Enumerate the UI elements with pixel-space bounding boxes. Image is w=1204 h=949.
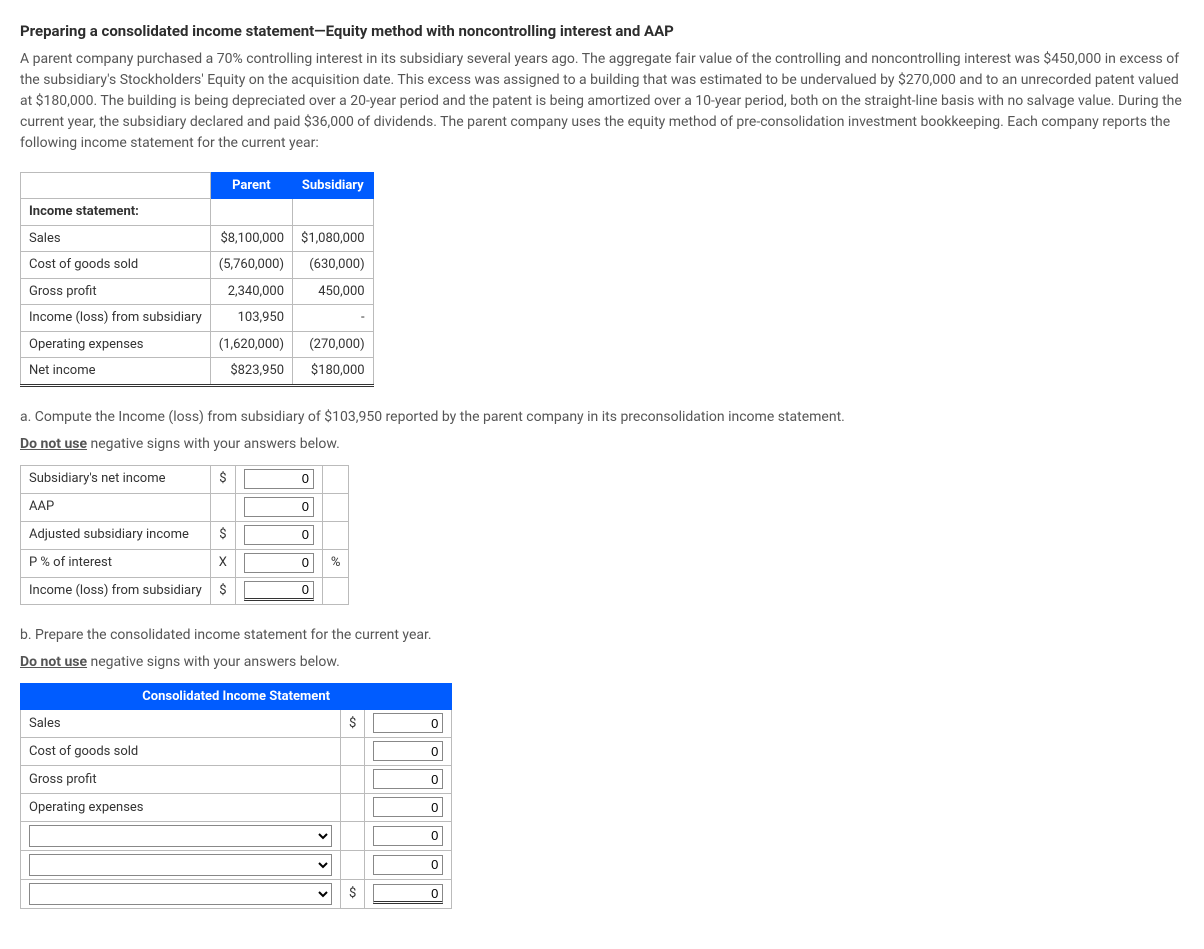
page-title: Preparing a consolidated income statemen… (20, 20, 1184, 43)
table-row: P % of interest X % (21, 549, 349, 577)
suffix-cell (322, 465, 349, 493)
symbol-cell: $ (210, 521, 235, 549)
cell-sub: $1,080,000 (293, 225, 374, 252)
table-row: Gross profit 2,340,000 450,000 (21, 278, 374, 305)
line-item-select[interactable] (29, 825, 332, 847)
part-a-question: a. Compute the Income (loss) from subsid… (20, 407, 1184, 428)
cell-parent: (1,620,000) (210, 331, 292, 358)
table-row: Cost of goods sold (21, 738, 452, 766)
symbol-cell (210, 493, 235, 521)
cell-sub: (630,000) (293, 252, 374, 279)
symbol-cell: $ (341, 880, 365, 909)
table-row: Sales $8,100,000 $1,080,000 (21, 225, 374, 252)
col-parent: Parent (210, 172, 292, 199)
symbol-cell: X (210, 549, 235, 577)
cell-parent: $823,950 (210, 358, 292, 386)
symbol-cell (341, 822, 365, 851)
symbol-cell (341, 738, 365, 766)
suffix-cell (322, 493, 349, 521)
table-row: Income (loss) from subsidiary 103,950 - (21, 305, 374, 332)
cell-parent: 103,950 (210, 305, 292, 332)
answer-input[interactable] (244, 525, 314, 545)
answer-input[interactable] (373, 884, 443, 904)
intro-text: A parent company purchased a 70% control… (20, 49, 1184, 154)
table-row: Net income $823,950 $180,000 (21, 358, 374, 386)
suffix-cell (322, 521, 349, 549)
answer-input[interactable] (373, 713, 443, 733)
instruction-emphasis: Do not use (20, 436, 87, 452)
table-row: $ (21, 880, 452, 909)
answer-input[interactable] (373, 741, 443, 761)
cell-sub: 450,000 (293, 278, 374, 305)
instruction-rest: negative signs with your answers below. (87, 436, 340, 452)
table-row: Gross profit (21, 766, 452, 794)
table-row: AAP (21, 493, 349, 521)
cell-parent: (5,760,000) (210, 252, 292, 279)
symbol-cell: $ (210, 577, 235, 604)
table-row: Operating expenses (21, 794, 452, 822)
row-label: P % of interest (21, 549, 211, 577)
row-label: AAP (21, 493, 211, 521)
answer-input[interactable] (373, 855, 443, 875)
answer-input[interactable] (244, 581, 314, 601)
row-label: Cost of goods sold (21, 252, 211, 279)
row-label: Adjusted subsidiary income (21, 521, 211, 549)
cell-sub: $180,000 (293, 358, 374, 386)
cell-parent: $8,100,000 (210, 225, 292, 252)
suffix-cell: % (322, 549, 349, 577)
instruction-emphasis: Do not use (20, 654, 87, 670)
symbol-cell: $ (210, 465, 235, 493)
income-statement-table: Parent Subsidiary Income statement: Sale… (20, 172, 374, 387)
row-label: Income (loss) from subsidiary (21, 577, 211, 604)
symbol-cell (341, 766, 365, 794)
row-label: Net income (21, 358, 211, 386)
symbol-cell: $ (341, 710, 365, 738)
table-row (21, 822, 452, 851)
row-label: Income (loss) from subsidiary (21, 305, 211, 332)
part-a-table: Subsidiary's net income $ AAP Adjusted s… (20, 465, 349, 605)
symbol-cell (341, 794, 365, 822)
table-row: Sales$ (21, 710, 452, 738)
row-label: Subsidiary's net income (21, 465, 211, 493)
cell-sub: (270,000) (293, 331, 374, 358)
row-label: Sales (21, 225, 211, 252)
answer-input[interactable] (373, 769, 443, 789)
table-row: Adjusted subsidiary income $ (21, 521, 349, 549)
part-a-instruction: Do not use negative signs with your answ… (20, 434, 1184, 455)
table-row: Cost of goods sold (5,760,000) (630,000) (21, 252, 374, 279)
symbol-cell (341, 851, 365, 880)
line-item-select[interactable] (29, 854, 332, 876)
row-label: Gross profit (21, 278, 211, 305)
line-item-select[interactable] (29, 883, 332, 905)
section-label: Income statement: (21, 199, 211, 226)
col-subsidiary: Subsidiary (293, 172, 374, 199)
consolidated-header: Consolidated Income Statement (21, 683, 452, 710)
cell-sub: - (293, 305, 374, 332)
part-b-question: b. Prepare the consolidated income state… (20, 625, 1184, 646)
row-label: Operating expenses (21, 794, 341, 822)
table-row: Subsidiary's net income $ (21, 465, 349, 493)
table-row (21, 851, 452, 880)
answer-input[interactable] (244, 553, 314, 573)
answer-input[interactable] (373, 826, 443, 846)
row-label: Operating expenses (21, 331, 211, 358)
suffix-cell (322, 577, 349, 604)
row-label: Gross profit (21, 766, 341, 794)
part-b-instruction: Do not use negative signs with your answ… (20, 652, 1184, 673)
cell-parent: 2,340,000 (210, 278, 292, 305)
row-label: Cost of goods sold (21, 738, 341, 766)
answer-input[interactable] (373, 797, 443, 817)
consolidated-table: Consolidated Income Statement Sales$Cost… (20, 683, 452, 910)
answer-input[interactable] (244, 469, 314, 489)
table-row: Operating expenses (1,620,000) (270,000) (21, 331, 374, 358)
table-row: Income (loss) from subsidiary $ (21, 577, 349, 604)
instruction-rest: negative signs with your answers below. (87, 654, 340, 670)
row-label: Sales (21, 710, 341, 738)
answer-input[interactable] (244, 497, 314, 517)
